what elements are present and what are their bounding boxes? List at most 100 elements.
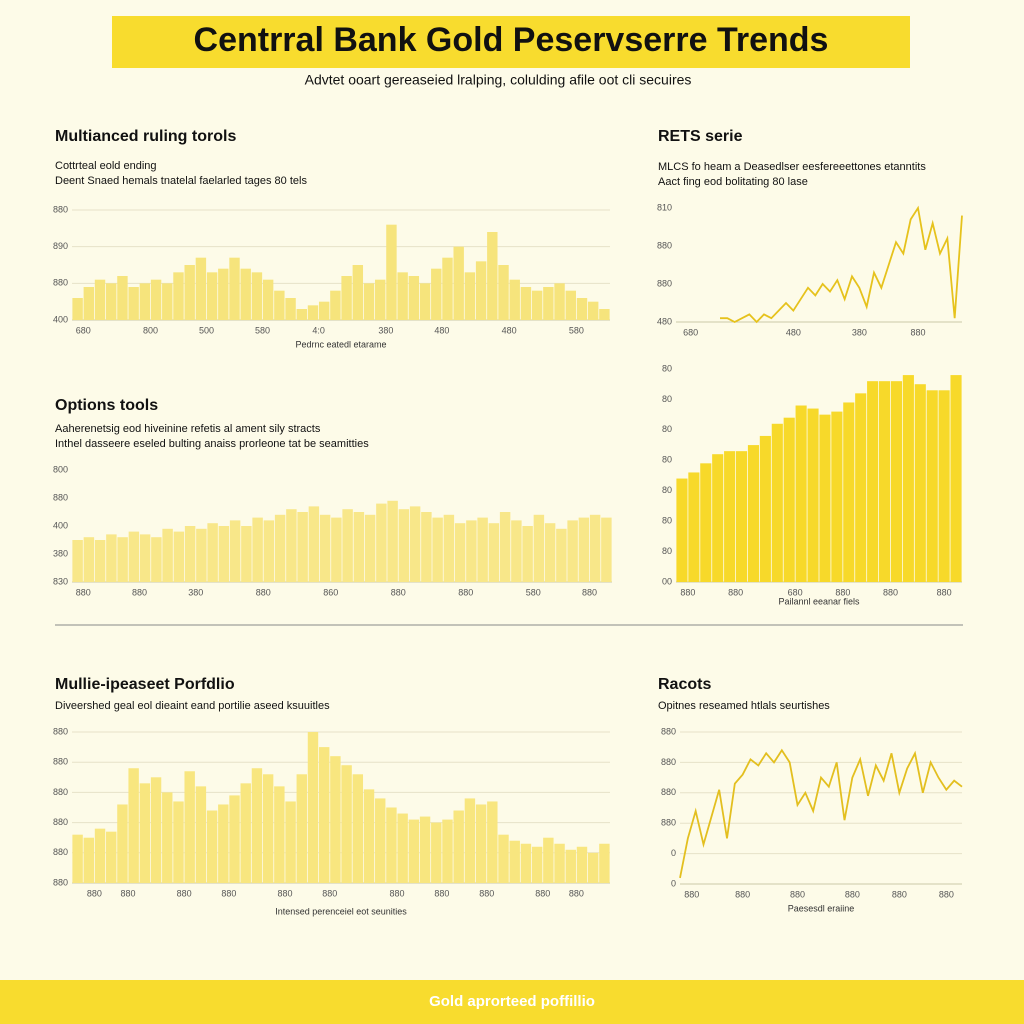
y-tick-label: 880	[657, 278, 672, 288]
bar	[352, 774, 364, 883]
y-tick-label: 880	[53, 847, 68, 857]
bar	[520, 287, 532, 320]
bar	[454, 523, 466, 582]
bar	[229, 795, 240, 883]
x-tick-label: 380	[852, 327, 867, 337]
bar	[286, 509, 297, 582]
bar	[106, 831, 117, 883]
bar	[807, 408, 819, 582]
bar	[229, 520, 241, 582]
bar	[162, 283, 173, 320]
bar	[475, 261, 487, 320]
bar	[318, 301, 330, 320]
x-tick-label: 680	[788, 587, 803, 597]
bar	[487, 232, 498, 320]
x-tick-label: 880	[845, 889, 860, 899]
x-tick-label: 380	[188, 587, 203, 597]
bar	[128, 287, 139, 320]
bar	[229, 257, 240, 320]
y-tick-label: 480	[657, 316, 672, 326]
bar	[285, 801, 296, 883]
y-tick-label: 80	[662, 363, 672, 373]
x-tick-label: 880	[684, 889, 699, 899]
page-title: Centrral Bank Gold Peservserre Trends	[194, 21, 829, 59]
x-tick-label: 880	[569, 888, 584, 898]
y-tick-label: 880	[53, 204, 68, 214]
bar	[783, 417, 795, 582]
bar	[117, 537, 128, 582]
y-tick-label: 880	[53, 757, 68, 767]
bar	[353, 512, 365, 582]
x-tick-label: 480	[434, 325, 449, 335]
bar	[712, 454, 724, 582]
x-tick-label: 880	[680, 587, 695, 597]
bar	[330, 290, 341, 320]
title-band	[112, 16, 910, 68]
bar	[475, 804, 487, 883]
bar	[700, 463, 712, 582]
bar	[218, 804, 229, 883]
x-tick-label: 880	[735, 889, 750, 899]
x-tick-label: 880	[76, 587, 91, 597]
x-axis-label: Pedrnc eatedl etarame	[295, 339, 386, 349]
page-subtitle: Advtet ooart gereaseied lralping, coluld…	[305, 72, 692, 88]
x-tick-label: 880	[132, 587, 147, 597]
bar	[587, 852, 599, 883]
bar	[218, 268, 229, 320]
x-tick-label: 880	[221, 888, 236, 898]
bar	[477, 517, 488, 582]
bar	[578, 517, 590, 582]
bar	[488, 523, 500, 582]
bar	[531, 846, 543, 883]
bar	[72, 298, 83, 320]
bar	[565, 290, 576, 320]
y-tick-label: 80	[662, 485, 672, 495]
bar	[938, 390, 950, 582]
y-tick-label: 880	[53, 726, 68, 736]
x-tick-label: 480	[786, 327, 801, 337]
y-tick-label: 80	[662, 424, 672, 434]
chart-subtitle: Cottrteal eold ending	[55, 160, 157, 172]
chart-subtitle: Aact fing eod bolitating 80 lase	[658, 176, 808, 188]
y-tick-label: 880	[53, 278, 68, 288]
chart-title: Racots	[658, 676, 711, 693]
bar	[184, 526, 196, 582]
bar	[139, 283, 151, 320]
bar	[274, 290, 285, 320]
line	[720, 205, 963, 324]
chart-subtitle: MLCS fo heam a Deasedlser eesfereeettone…	[658, 161, 926, 173]
bar	[487, 801, 498, 883]
bar	[914, 384, 926, 582]
bar	[386, 224, 397, 320]
x-tick-label: 880	[391, 587, 406, 597]
x-tick-label: 880	[458, 587, 473, 597]
bar	[196, 528, 207, 582]
bar	[206, 272, 218, 320]
x-tick-label: 880	[582, 587, 597, 597]
x-tick-label: 880	[937, 587, 952, 597]
chart-title: RETS serie	[658, 128, 743, 145]
bar	[419, 283, 431, 320]
y-tick-label: 880	[657, 240, 672, 250]
y-tick-label: 880	[661, 787, 676, 797]
x-tick-label: 880	[939, 889, 954, 899]
bar	[565, 849, 576, 883]
bar	[443, 514, 455, 582]
bar	[531, 290, 543, 320]
chart-title: Options tools	[55, 397, 158, 414]
bar	[453, 810, 464, 883]
bar	[195, 257, 207, 320]
y-tick-label: 0	[671, 878, 676, 888]
bar	[419, 816, 431, 883]
x-tick-label: 880	[256, 587, 271, 597]
bar	[520, 843, 532, 883]
bar	[83, 837, 95, 883]
bar	[274, 514, 286, 582]
bar	[398, 509, 410, 582]
y-tick-label: 890	[53, 241, 68, 251]
bar	[498, 265, 509, 320]
bar	[522, 526, 533, 582]
bar	[139, 783, 151, 883]
bar	[363, 789, 375, 883]
